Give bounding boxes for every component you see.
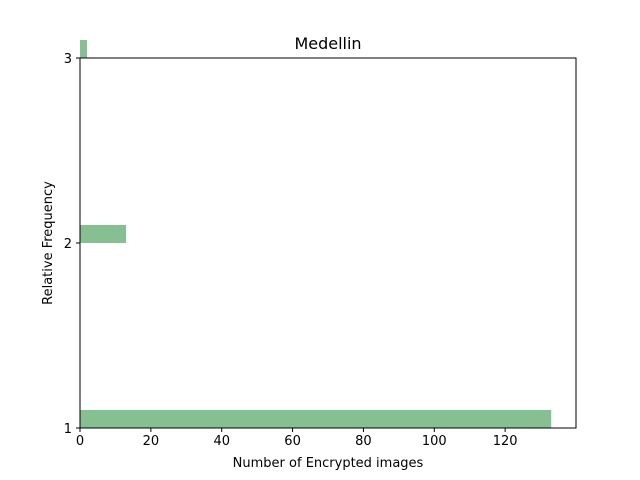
x-tick-label: 120 (493, 434, 518, 449)
x-tick-label: 0 (76, 434, 84, 449)
y-tick-label: 1 (64, 422, 72, 437)
y-tick-label: 2 (64, 237, 72, 252)
y-axis: 1 2 3 (64, 52, 80, 437)
x-tick-label: 20 (143, 434, 160, 449)
bar-1 (80, 410, 552, 428)
plot-frame (79, 57, 577, 429)
x-tick-label: 80 (355, 434, 372, 449)
x-tick-label: 40 (213, 434, 230, 449)
bar-3 (80, 40, 88, 58)
x-axis: 0 20 40 60 80 100 120 (76, 428, 518, 449)
x-tick-label: 100 (422, 434, 447, 449)
chart-title: Medellin (294, 34, 361, 53)
x-axis-label: Number of Encrypted images (233, 456, 424, 471)
y-tick-label: 3 (64, 52, 72, 67)
x-tick-label: 60 (284, 434, 301, 449)
bars-layer (80, 40, 552, 428)
bar-2 (80, 225, 127, 243)
y-axis-label: Relative Frequency (41, 181, 56, 305)
